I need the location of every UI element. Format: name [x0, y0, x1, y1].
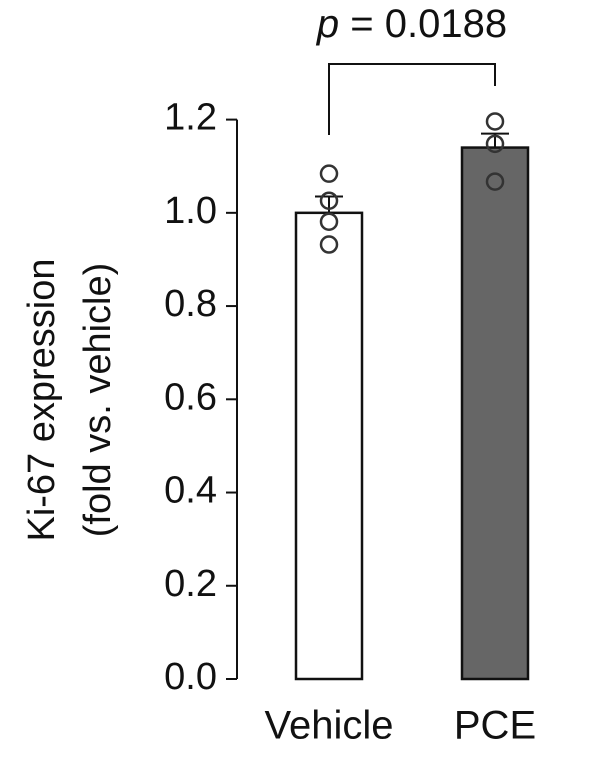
data-point	[319, 235, 339, 254]
y-tick-label: 0.4	[164, 470, 217, 512]
x-tick-label: Vehicle	[265, 704, 394, 748]
data-point	[485, 112, 505, 131]
bar	[294, 211, 364, 681]
data-point	[319, 212, 339, 231]
data-point	[319, 191, 339, 210]
y-label-line: (fold vs. vehicle)	[77, 263, 119, 538]
x-tick-label: PCE	[454, 704, 536, 748]
data-point	[319, 164, 339, 183]
data-point	[485, 134, 505, 154]
bar	[460, 146, 530, 681]
y-tick-label: 0.0	[164, 656, 217, 698]
data-point	[485, 172, 505, 191]
y-tick-label: 1.2	[164, 97, 217, 139]
y-tick-label: 1.0	[164, 190, 217, 232]
y-tick-label: 0.8	[164, 283, 217, 325]
y-tick-label: 0.2	[164, 563, 217, 605]
y-label-line: Ki-67 expression	[21, 258, 63, 541]
y-axis-label: Ki-67 expression (fold vs. vehicle)	[21, 258, 119, 541]
y-tick-label: 0.6	[164, 376, 217, 418]
annotation: p = 0.0188	[316, 2, 507, 46]
significance-bracket	[328, 63, 496, 135]
